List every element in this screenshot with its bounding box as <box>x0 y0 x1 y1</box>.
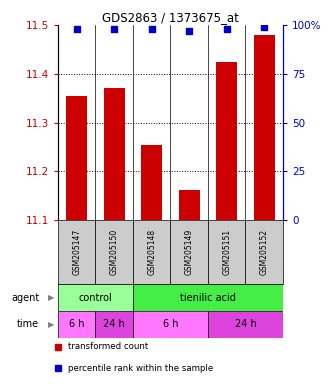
Text: agent: agent <box>11 293 39 303</box>
Bar <box>95 311 133 338</box>
Text: time: time <box>17 319 39 329</box>
Bar <box>254 35 274 220</box>
Bar <box>58 284 133 311</box>
Text: 6 h: 6 h <box>69 319 84 329</box>
Bar <box>133 284 283 311</box>
Bar <box>246 220 283 284</box>
Text: GSM205151: GSM205151 <box>222 229 231 275</box>
Text: GSM205150: GSM205150 <box>110 229 119 275</box>
Point <box>112 26 117 32</box>
Point <box>261 24 267 30</box>
Text: GSM205149: GSM205149 <box>185 229 194 275</box>
Point <box>187 28 192 34</box>
Point <box>149 26 154 32</box>
Point <box>74 26 79 32</box>
Point <box>224 26 229 32</box>
Text: tienilic acid: tienilic acid <box>180 293 236 303</box>
Bar <box>133 311 208 338</box>
Text: GSM205152: GSM205152 <box>260 229 269 275</box>
Bar <box>58 220 95 284</box>
Bar <box>208 220 246 284</box>
Text: percentile rank within the sample: percentile rank within the sample <box>69 364 214 373</box>
Bar <box>141 145 162 220</box>
Bar <box>208 311 283 338</box>
Text: ▶: ▶ <box>48 293 55 302</box>
Text: GSM205148: GSM205148 <box>147 229 156 275</box>
Bar <box>133 220 170 284</box>
Text: ▶: ▶ <box>48 320 55 329</box>
Title: GDS2863 / 1373675_at: GDS2863 / 1373675_at <box>102 11 239 24</box>
Text: GSM205147: GSM205147 <box>72 229 81 275</box>
Text: 24 h: 24 h <box>103 319 125 329</box>
Bar <box>216 61 237 220</box>
Bar <box>104 88 124 220</box>
Bar <box>95 220 133 284</box>
Text: transformed count: transformed count <box>69 343 149 351</box>
Bar <box>179 190 200 220</box>
Bar <box>170 220 208 284</box>
Text: control: control <box>78 293 112 303</box>
Bar <box>66 96 87 220</box>
Text: 6 h: 6 h <box>163 319 178 329</box>
Text: 24 h: 24 h <box>235 319 257 329</box>
Bar <box>58 311 95 338</box>
